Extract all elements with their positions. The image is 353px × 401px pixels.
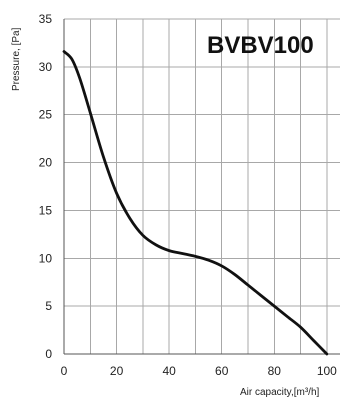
y-tick-label: 10	[39, 251, 53, 265]
y-axis-title: Pressure, [Pa]	[11, 27, 22, 91]
grid-layer	[64, 18, 340, 354]
x-axis-title: Air capacity,[m³/h]	[240, 387, 319, 398]
y-tick-label: 5	[45, 299, 52, 313]
x-tick-label: 40	[162, 364, 176, 378]
x-tick-label: 60	[215, 364, 229, 378]
y-tick-label: 0	[45, 347, 52, 361]
series-layer	[62, 50, 329, 356]
chart-title: BVBV100	[207, 32, 314, 59]
x-tick-label: 20	[110, 364, 124, 378]
x-tick-label: 100	[317, 364, 337, 378]
x-tick-label: 0	[61, 364, 68, 378]
labels-layer: 0 5 10 15 20 25 30 35 0 20 40 60 80 100	[39, 12, 338, 378]
y-tick-label: 30	[39, 60, 53, 74]
x-tick-label: 80	[268, 364, 282, 378]
y-tick-label: 15	[39, 203, 53, 217]
y-tick-label: 35	[39, 12, 53, 26]
y-tick-label: 20	[39, 156, 53, 170]
axis-layer	[63, 19, 340, 355]
y-tick-label: 25	[39, 108, 53, 122]
pressure-curve	[62, 50, 329, 356]
